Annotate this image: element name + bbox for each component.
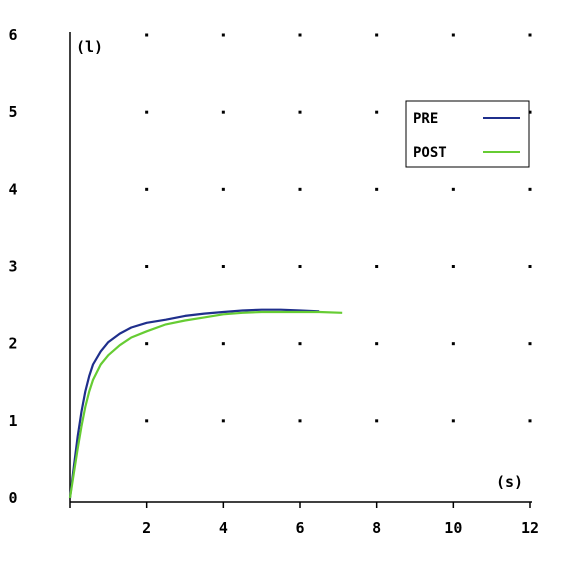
legend: PRE POST [405,100,530,168]
grid-dot [145,110,149,114]
grid-dots [145,33,532,423]
series-line-post [68,310,343,499]
x-tick-label: 2 [142,519,151,537]
x-tick-label: 12 [521,519,539,537]
grid-dot [375,265,379,268]
y-axis-unit-label: (l) [76,38,103,56]
y-tick-label: 2 [8,335,17,353]
grid-dot [375,110,379,114]
legend-label-post: POST [413,145,447,161]
x-ticks: 2 4 6 8 10 12 [69,502,539,537]
grid-dot [451,342,455,346]
legend-label-pre: PRE [413,111,438,127]
grid-dot [298,419,302,423]
grid-dot [145,342,149,346]
grid-dot [375,187,379,191]
grid-dot [145,419,149,423]
grid-dot [528,187,532,191]
y-tick-label: 6 [8,26,17,44]
grid-dot [375,419,379,423]
grid-dot [451,187,455,191]
grid-dot [528,419,532,423]
grid-dot [298,187,302,191]
y-tick-label: 1 [8,412,17,430]
y-tick-label: 0 [8,489,17,507]
grid-dot [221,110,225,114]
y-tick-label: 3 [8,258,17,276]
x-axis-unit-label: (s) [496,473,523,491]
x-tick-label: 6 [295,519,304,537]
y-tick-label: 4 [8,180,17,198]
y-ticks: 0 1 2 3 4 5 6 [8,26,17,507]
grid-dot [375,33,379,37]
grid-dot [528,342,532,346]
series-line-pre [68,308,320,499]
grid-dot [145,265,149,268]
grid-dot [145,33,149,37]
grid-dot [375,342,379,346]
x-tick-label: 10 [444,519,462,537]
grid-dot [451,419,455,423]
grid-dot [221,33,225,37]
grid-dot [451,265,455,268]
series-lines [68,308,343,499]
grid-dot [298,110,302,114]
grid-dot [528,265,532,268]
grid-dot [221,265,225,268]
x-tick-label: 8 [372,519,381,537]
grid-dot [221,419,225,423]
grid-dot [298,342,302,346]
grid-dot [145,187,149,191]
grid-dot [221,342,225,346]
legend-box [405,100,530,168]
x-tick-label: 4 [219,519,228,537]
grid-dot [298,33,302,37]
grid-dot [221,187,225,191]
grid-dot [451,33,455,37]
y-tick-label: 5 [8,103,17,121]
grid-dot [528,33,532,37]
grid-dot [528,110,532,114]
grid-dot [298,265,302,268]
